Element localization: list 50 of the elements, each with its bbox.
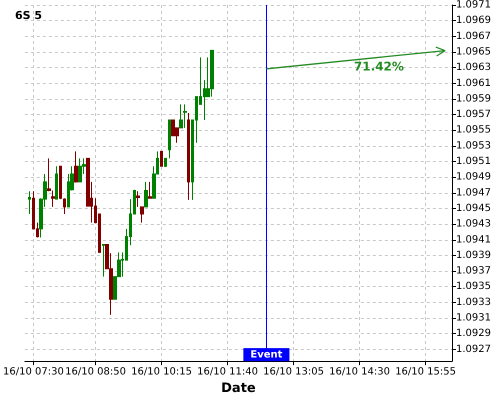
y-tick-label: 1.0937: [456, 266, 491, 277]
x-axis-title: Date: [221, 381, 256, 396]
x-tick-label: 16/10 13:05: [263, 366, 324, 378]
candlestick: [28, 190, 31, 214]
x-tick-label: 16/10 07:30: [2, 366, 64, 378]
y-tick-label: 1.0963: [456, 62, 491, 74]
x-tick-label: 16/10 08:50: [65, 366, 126, 378]
candlestick: [78, 158, 82, 182]
candlestick: [160, 150, 163, 167]
y-tick-label: 1.0935: [456, 281, 491, 292]
y-tick-label: 1.0955: [456, 124, 491, 136]
y-tick-label: 1.0931: [456, 312, 491, 324]
candlestick: [144, 181, 148, 208]
y-tick-label: 1.0971: [456, 0, 491, 10]
y-tick-label: 1.0959: [456, 93, 491, 104]
ref-line-label: Event: [250, 350, 283, 361]
y-tick-label: 1.0965: [456, 46, 491, 58]
y-tick-label: 1.0945: [456, 202, 491, 214]
candlestick: [148, 181, 152, 199]
y-tick-label: 1.0957: [456, 109, 491, 120]
candlestick: [187, 112, 190, 200]
candlestick: [102, 244, 105, 278]
x-tick-label: 16/10 14:30: [329, 366, 390, 378]
y-tick-label: 1.0933: [456, 296, 491, 308]
y-tick-label: 1.0953: [456, 140, 491, 152]
y-tick-label: 1.0927: [456, 344, 491, 355]
annotation: 71.42%: [354, 59, 404, 74]
x-tick-label: 16/10 10:15: [131, 366, 192, 378]
chart-title: 6S 5: [15, 9, 42, 22]
candlestick: [168, 120, 171, 159]
y-tick-label: 1.0947: [456, 187, 491, 198]
y-tick-label: 1.0943: [456, 218, 491, 230]
candlestick: [74, 150, 78, 184]
y-tick-label: 1.0941: [456, 234, 491, 246]
y-tick-label: 1.0969: [456, 15, 491, 26]
x-tick-label: 16/10 15:55: [395, 366, 456, 378]
candlestick: [179, 104, 183, 128]
y-tick-label: 1.0939: [456, 250, 491, 261]
candlestick: [55, 166, 58, 200]
candlestick: [136, 190, 140, 208]
y-tick-label: 1.0949: [456, 172, 491, 183]
x-tick-label: 16/10 11:40: [197, 366, 258, 378]
y-tick-label: 1.0961: [456, 78, 491, 89]
candlestick: [183, 104, 187, 128]
y-tick-label: 1.0967: [456, 30, 491, 42]
candlestick: [210, 50, 214, 98]
candlestick: [140, 206, 144, 224]
candlestick: [164, 158, 167, 168]
y-tick-label: 1.0929: [456, 328, 491, 340]
y-tick-label: 1.0951: [456, 156, 491, 168]
